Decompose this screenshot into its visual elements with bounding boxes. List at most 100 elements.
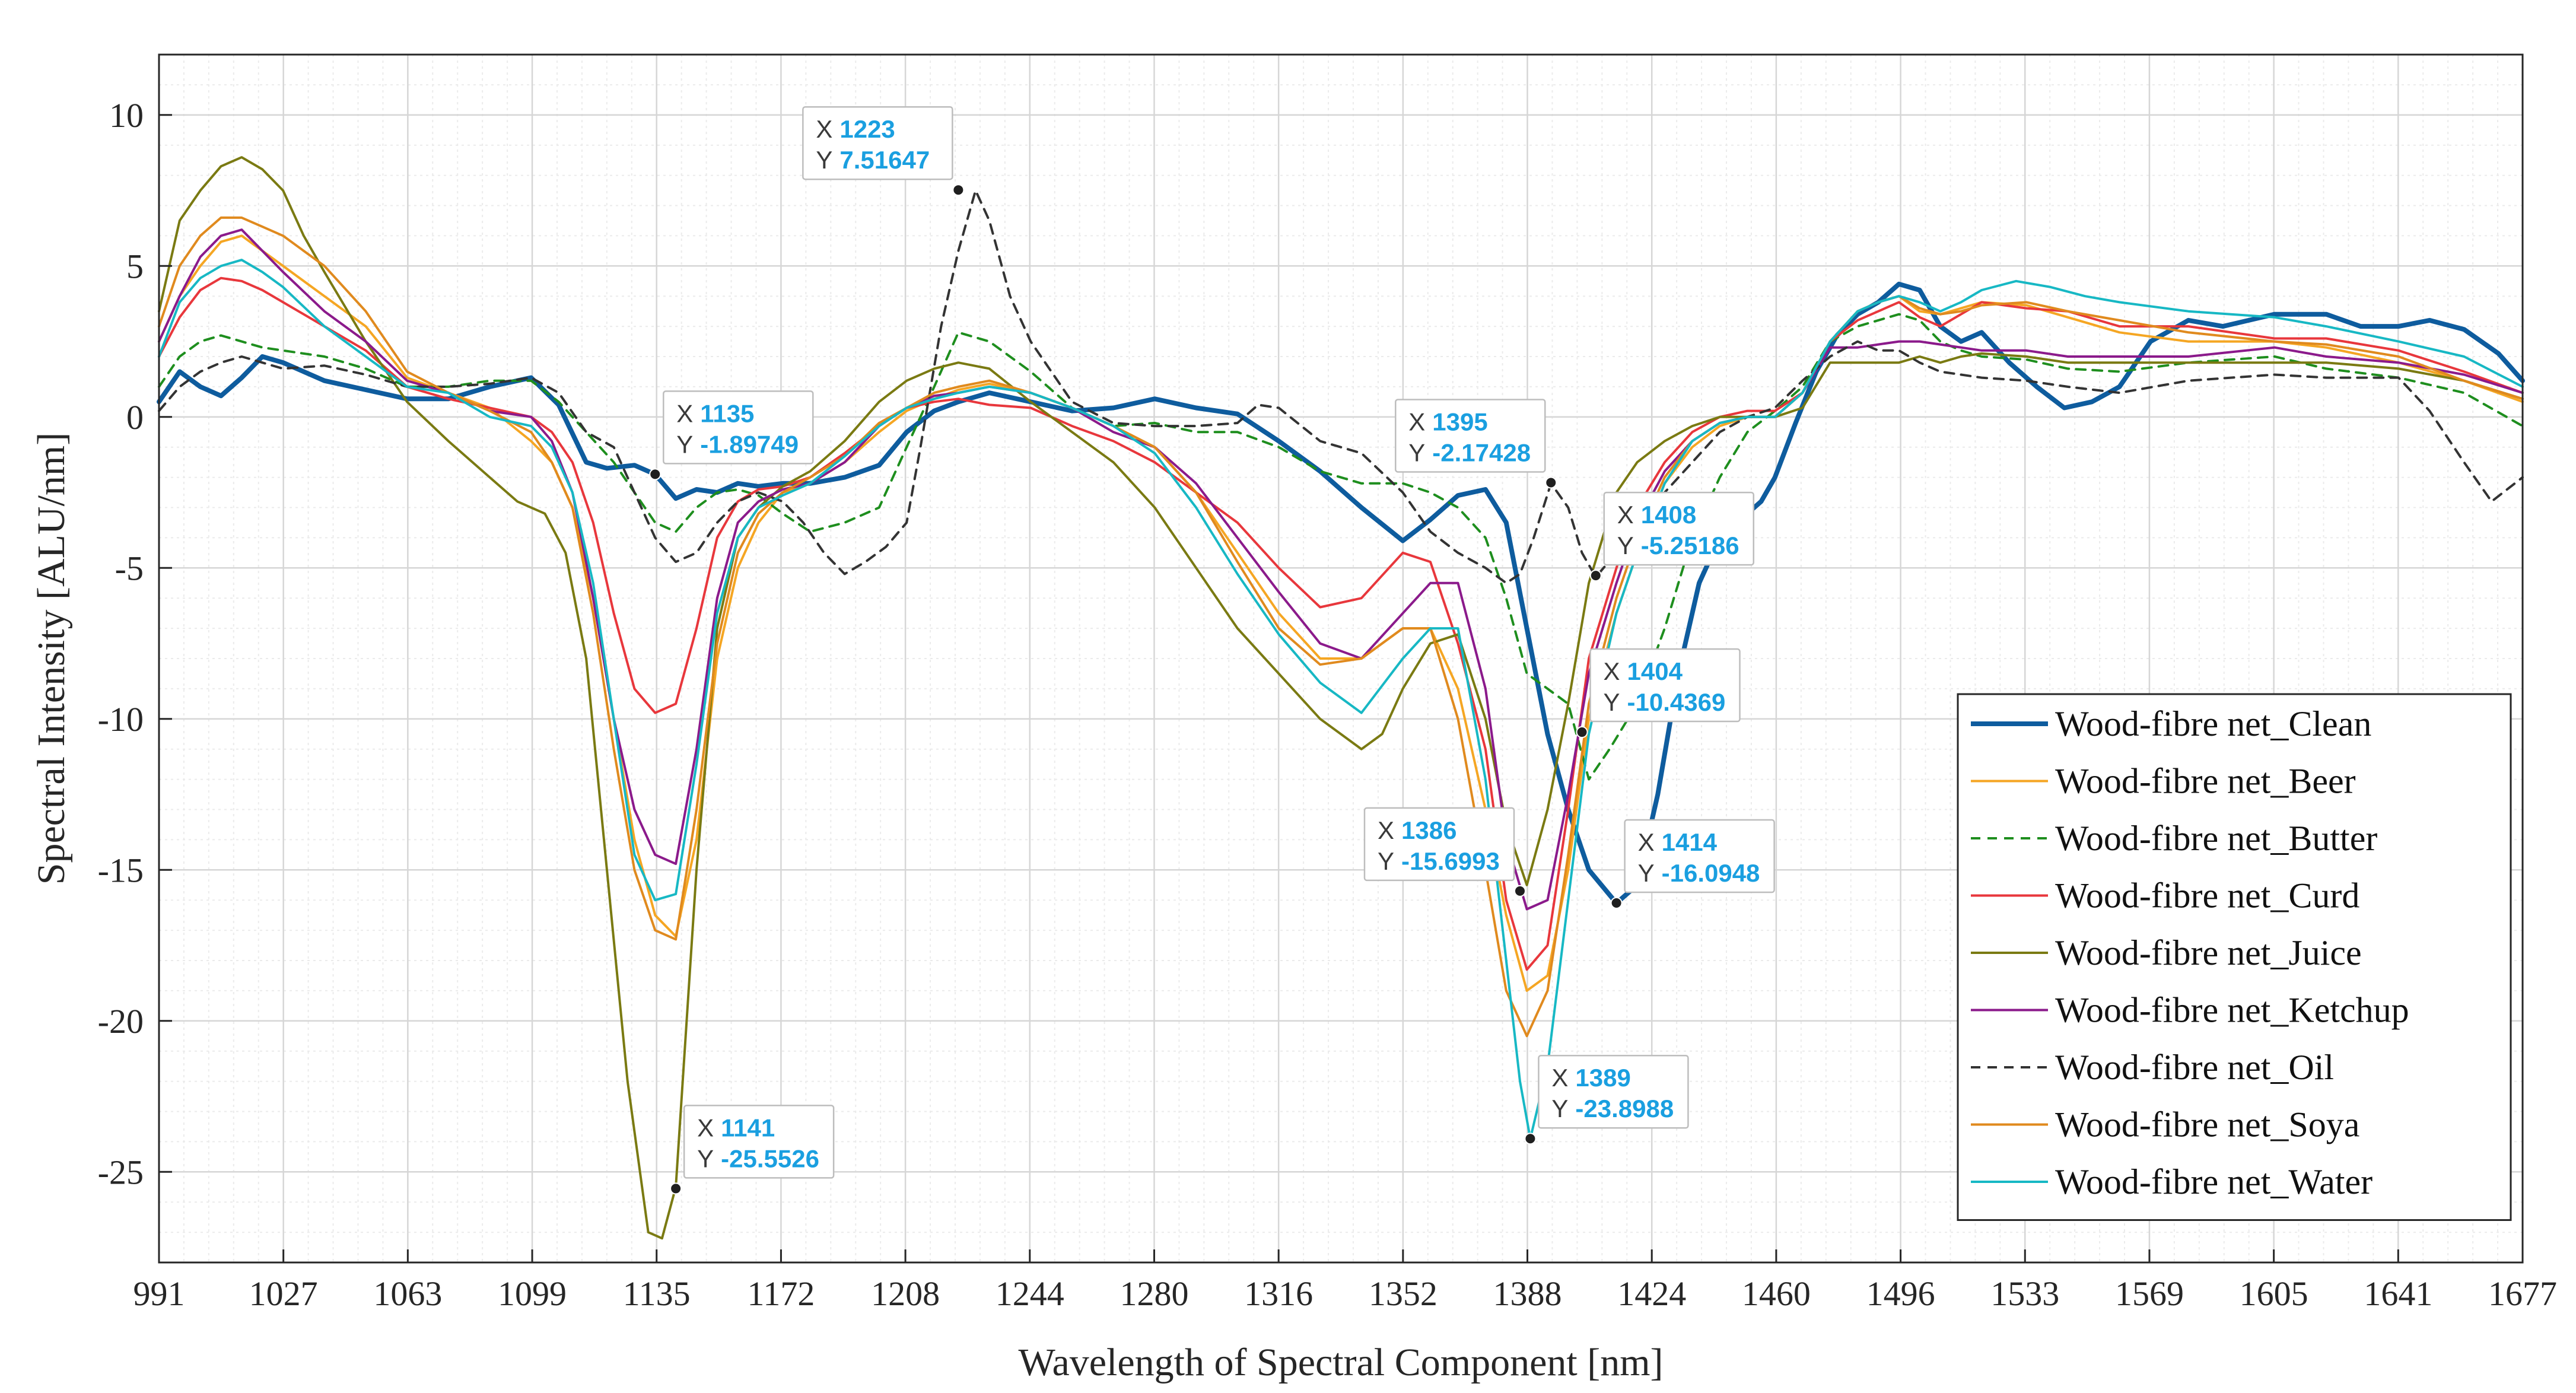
y-tick-label: -10 [98, 700, 144, 739]
data-tip-x-value: 1389 [1575, 1064, 1630, 1092]
data-tip-y-value: -5.25186 [1641, 532, 1739, 559]
data-tip-x: X 1135 [676, 399, 754, 427]
data-tip-x-label: X [676, 399, 693, 427]
series-line-water [158, 259, 2524, 1140]
legend-label: Wood-fibre net_Butter [2055, 819, 2377, 858]
legend-entry-clean[interactable]: Wood-fibre net_Clean [1971, 704, 2371, 743]
legend-label: Wood-fibre net_Beer [2055, 762, 2356, 801]
data-tip-y-label: Y [816, 146, 832, 174]
x-tick-label: 1677 [2488, 1274, 2557, 1313]
data-tip-y: Y -16.0948 [1638, 859, 1760, 887]
data-tip[interactable]: X 1408 Y -5.25186 [1589, 491, 1755, 582]
data-tip-y-label: Y [697, 1144, 714, 1172]
data-tip-x-value: 1414 [1662, 828, 1718, 856]
legend-label: Wood-fibre net_Soya [2055, 1105, 2359, 1144]
series-line-beer [158, 234, 2524, 992]
data-tip-y: Y -10.4369 [1604, 688, 1726, 716]
tick-labels: 991 1027 1063 1099 1135 1172 1208 1244 1280 1316 1… [98, 96, 2557, 1313]
series-line-soya [158, 216, 2524, 1038]
data-tip-y-value: -16.0948 [1662, 859, 1760, 887]
data-tip-x-label: X [1408, 408, 1425, 435]
data-tip-y: Y -25.5526 [697, 1144, 819, 1172]
x-tick-label: 991 [133, 1274, 185, 1313]
data-tip-box [1603, 491, 1755, 566]
data-tip-box [1363, 807, 1515, 882]
legend-entry-curd[interactable]: Wood-fibre net_Curd [1971, 876, 2359, 915]
data-tip-box [1589, 648, 1741, 723]
legend-entry-oil[interactable]: Wood-fibre net_Oil [1971, 1048, 2334, 1087]
data-tip-y-value: -15.6993 [1401, 847, 1500, 875]
data-tip-y-label: Y [1551, 1095, 1568, 1122]
x-tick-label: 1280 [1120, 1274, 1188, 1313]
series-lines [157, 156, 2525, 1240]
data-tip-y: Y -15.6993 [1378, 847, 1500, 875]
data-tip-y-value: 7.51647 [839, 146, 930, 174]
data-tip-y: Y -2.17428 [1408, 438, 1531, 466]
y-tick-label: 10 [109, 96, 144, 135]
data-tip-y-value: -25.5526 [721, 1144, 819, 1172]
data-tip-x-value: 1141 [721, 1114, 775, 1141]
axes [158, 53, 2524, 1264]
data-tip-box [1538, 1054, 1689, 1129]
data-tip-y-value: -10.4369 [1627, 688, 1726, 716]
x-tick-label: 1569 [2115, 1274, 2184, 1313]
legend-entry-water[interactable]: Wood-fibre net_Water [1971, 1162, 2373, 1201]
legend-label: Wood-fibre net_Water [2055, 1162, 2373, 1201]
legend-label: Wood-fibre net_Ketchup [2055, 991, 2409, 1030]
data-tip-x-value: 1404 [1627, 657, 1683, 685]
x-tick-label: 1424 [1617, 1274, 1686, 1313]
series-line-ketchup [158, 228, 2524, 911]
data-tip-x: X 1389 [1551, 1064, 1630, 1092]
data-tip-y: Y -5.25186 [1617, 532, 1739, 559]
data-tip[interactable]: X 1389 Y -23.8988 [1524, 1054, 1689, 1145]
x-tick-label: 1605 [2240, 1274, 2308, 1313]
legend-entry-soya[interactable]: Wood-fibre net_Soya [1971, 1105, 2359, 1144]
data-tip[interactable]: X 1414 Y -16.0948 [1610, 819, 1775, 909]
axes-box [158, 53, 2524, 1264]
data-tip-marker [649, 468, 662, 481]
data-tip[interactable]: X 1395 Y -2.17428 [1395, 399, 1557, 489]
data-tip-x-label: X [1604, 657, 1620, 685]
data-tip-y-label: Y [1604, 688, 1620, 716]
x-tick-label: 1027 [249, 1274, 318, 1313]
data-tip-x-label: X [816, 115, 832, 143]
data-tip-y-value: -23.8988 [1575, 1095, 1674, 1122]
x-tick-label: 1135 [623, 1274, 691, 1313]
data-tip-x-label: X [1551, 1064, 1568, 1092]
data-tip-x: X 1395 [1408, 408, 1487, 435]
y-tick-label: -15 [98, 851, 144, 889]
data-tip[interactable]: X 1141 Y -25.5526 [670, 1105, 835, 1195]
x-tick-label: 1208 [871, 1274, 940, 1313]
y-tick-label: -5 [115, 549, 144, 587]
legend-entry-juice[interactable]: Wood-fibre net_Juice [1971, 933, 2362, 972]
data-tip-marker [1589, 570, 1602, 582]
data-tip-x: X 1408 [1617, 501, 1696, 529]
data-tip-y-label: Y [1378, 847, 1394, 875]
x-tick-label: 1099 [498, 1274, 567, 1313]
data-tip-marker [670, 1182, 682, 1195]
data-tip-x-label: X [1638, 828, 1655, 856]
data-tip-marker [1576, 726, 1588, 739]
data-tip-x: X 1141 [697, 1114, 775, 1141]
data-tip-box [802, 106, 953, 180]
x-tick-label: 1460 [1742, 1274, 1811, 1313]
series-line-oil [158, 189, 2524, 584]
legend-box [1957, 693, 2512, 1221]
legend-entry-butter[interactable]: Wood-fibre net_Butter [1971, 819, 2377, 858]
data-tip-box [663, 390, 814, 465]
data-tip-x-value: 1408 [1641, 501, 1696, 529]
series-line-juice [158, 156, 2524, 1240]
legend[interactable]: Wood-fibre net_Clean Wood-fibre net_Beer W… [1957, 693, 2512, 1221]
x-tick-label: 1172 [747, 1274, 815, 1313]
data-tip-box [1624, 819, 1775, 893]
data-tip-y-label: Y [1617, 532, 1634, 559]
legend-entry-beer[interactable]: Wood-fibre net_Beer [1971, 762, 2356, 801]
legend-label: Wood-fibre net_Clean [2055, 704, 2371, 743]
x-tick-label: 1063 [373, 1274, 442, 1313]
y-axis-title: Spectral Intensity [ALU/nm] [30, 432, 73, 885]
legend-entry-ketchup[interactable]: Wood-fibre net_Ketchup [1971, 991, 2409, 1030]
